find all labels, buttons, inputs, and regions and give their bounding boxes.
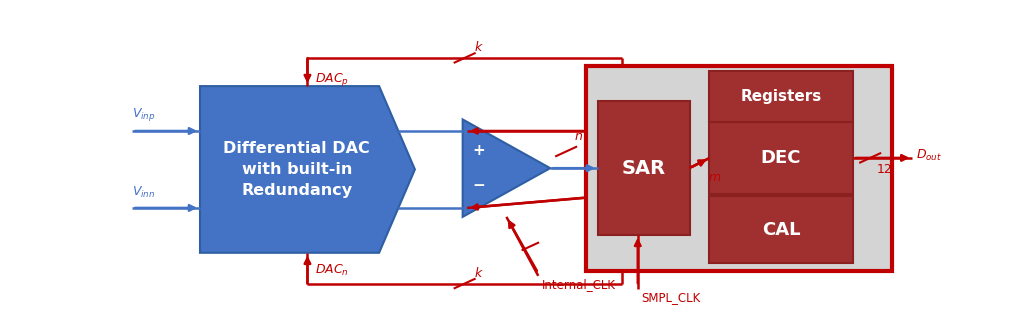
Text: k: k <box>474 41 482 54</box>
Text: SMPL_CLK: SMPL_CLK <box>642 291 701 304</box>
Text: 12: 12 <box>877 163 892 176</box>
Polygon shape <box>462 120 550 217</box>
Text: $DAC_p$: $DAC_p$ <box>315 71 349 88</box>
FancyBboxPatch shape <box>710 196 852 263</box>
Text: Internal_CLK: Internal_CLK <box>542 278 616 291</box>
Text: k: k <box>474 267 482 280</box>
FancyBboxPatch shape <box>710 122 852 194</box>
Text: $V_{inp}$: $V_{inp}$ <box>132 106 156 123</box>
Text: n: n <box>574 130 582 143</box>
Text: $V_{inn}$: $V_{inn}$ <box>132 185 156 200</box>
Text: +: + <box>472 143 485 158</box>
Text: CAL: CAL <box>762 221 800 239</box>
FancyBboxPatch shape <box>598 102 689 235</box>
Polygon shape <box>200 86 415 253</box>
Text: SAR: SAR <box>621 159 665 178</box>
Text: m: m <box>709 171 721 184</box>
Text: DEC: DEC <box>761 149 801 167</box>
Text: $DAC_n$: $DAC_n$ <box>315 263 349 278</box>
Text: −: − <box>472 178 485 193</box>
Text: Registers: Registers <box>740 89 822 104</box>
FancyBboxPatch shape <box>586 66 892 271</box>
Text: $D_{out}$: $D_{out}$ <box>916 148 943 163</box>
Text: Differential DAC
with built-in
Redundancy: Differential DAC with built-in Redundanc… <box>223 141 370 198</box>
FancyBboxPatch shape <box>710 71 852 122</box>
